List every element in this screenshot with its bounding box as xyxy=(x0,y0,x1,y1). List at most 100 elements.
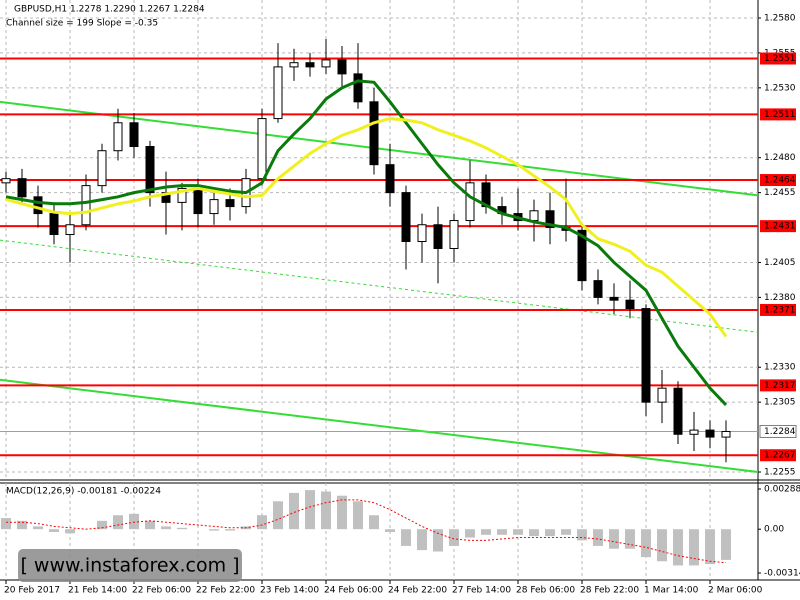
candle-body xyxy=(705,429,715,438)
macd-bar xyxy=(513,529,523,535)
candle-body xyxy=(353,73,363,103)
macd-bar xyxy=(161,526,171,530)
x-tick-label: 23 Feb 14:00 xyxy=(260,586,319,596)
macd-title: MACD(12,26,9) -0.00181 -0.00224 xyxy=(6,487,161,497)
macd-bar xyxy=(417,529,427,551)
macd-bar xyxy=(129,513,139,530)
watermark-box xyxy=(18,549,242,582)
level-label: 1.2431 xyxy=(764,222,796,232)
candle-body xyxy=(145,146,155,194)
candle-body xyxy=(17,178,27,198)
moving-average xyxy=(5,117,728,338)
candle-body xyxy=(209,199,219,215)
candle-body xyxy=(81,185,91,226)
x-tick-label: 24 Feb 22:00 xyxy=(388,586,447,596)
last-price-label: 1.2284 xyxy=(764,427,796,437)
trendline xyxy=(0,239,759,333)
candle-body xyxy=(321,59,331,68)
macd-bar xyxy=(449,529,459,546)
level-label-box xyxy=(760,220,796,233)
candle-body xyxy=(225,199,235,208)
macd-bar xyxy=(641,529,651,558)
macd-bar xyxy=(113,515,123,530)
candle-body xyxy=(97,150,107,187)
candle-body xyxy=(721,430,731,438)
macd-bar xyxy=(65,529,75,534)
level-label: 1.2371 xyxy=(764,305,796,315)
trendline xyxy=(0,378,759,473)
macd-bar xyxy=(273,501,283,530)
macd-bar xyxy=(145,520,155,530)
x-tick-label: 27 Feb 14:00 xyxy=(452,586,511,596)
macd-signal xyxy=(6,499,727,564)
macd-bar xyxy=(481,529,491,535)
y-tick-label: -0.00314 xyxy=(764,569,800,579)
candle-body xyxy=(529,210,539,222)
macd-bar xyxy=(593,529,603,546)
candle-body xyxy=(689,429,699,435)
macd-bar xyxy=(609,529,619,549)
level-label: 1.2511 xyxy=(764,110,796,120)
candle-body xyxy=(465,182,475,222)
candle-body xyxy=(65,224,75,236)
macd-bar xyxy=(97,520,107,530)
macd-bar xyxy=(657,529,667,562)
y-tick-label: 0.00288 xyxy=(764,485,800,495)
macd-bar xyxy=(337,495,347,530)
macd-bar xyxy=(209,529,219,531)
level-label-box xyxy=(760,174,796,187)
x-tick-label: 22 Feb 06:00 xyxy=(132,586,191,596)
candle-body xyxy=(401,192,411,243)
macd-bar xyxy=(529,529,539,537)
y-tick-label: 1.2330 xyxy=(764,363,796,373)
macd-bar xyxy=(545,529,555,537)
level-label-box xyxy=(760,52,796,65)
candle-body xyxy=(657,387,667,403)
x-tick-label: 2 Mar 06:00 xyxy=(708,586,763,596)
level-label-box xyxy=(760,108,796,121)
candle-body xyxy=(385,164,395,194)
candle-body xyxy=(177,187,187,203)
macd-bar xyxy=(1,518,11,530)
y-tick-label: 1.2380 xyxy=(764,293,796,303)
level-label-box xyxy=(760,379,796,392)
macd-bar xyxy=(385,529,395,532)
y-tick-label: 0.00 xyxy=(764,525,784,535)
candle-body xyxy=(129,122,139,148)
level-label: 1.2267 xyxy=(764,451,796,461)
macd-bar xyxy=(49,529,59,532)
candle-body xyxy=(625,299,635,310)
x-tick-label: 21 Feb 14:00 xyxy=(68,586,127,596)
macd-bar xyxy=(257,515,267,530)
macd-bar xyxy=(33,526,43,530)
candle-body xyxy=(49,213,59,236)
level-label-box xyxy=(760,303,796,316)
candle-body xyxy=(609,296,619,301)
candle-body xyxy=(577,229,587,282)
y-tick-label: 1.2480 xyxy=(764,153,796,163)
macd-bar xyxy=(561,529,571,535)
macd-bar xyxy=(625,529,635,549)
candle-body xyxy=(417,224,427,243)
candle-body xyxy=(305,62,315,68)
moving-average xyxy=(5,79,728,406)
macd-bar xyxy=(721,529,731,560)
y-tick-label: 1.2580 xyxy=(764,14,796,24)
candle-body xyxy=(289,62,299,68)
candle-body xyxy=(641,308,651,403)
macd-bar xyxy=(433,529,443,552)
chart-subtitle: Channel size = 199 Slope = -0.35 xyxy=(6,19,158,29)
candle-body xyxy=(257,118,267,180)
candle-body xyxy=(449,220,459,249)
candle-body xyxy=(337,59,347,75)
macd-bar xyxy=(401,529,411,546)
x-tick-label: 28 Feb 22:00 xyxy=(580,586,639,596)
candle-body xyxy=(433,224,443,249)
y-tick-label: 1.2405 xyxy=(764,258,796,268)
macd-bar xyxy=(305,490,315,530)
candle-body xyxy=(1,178,11,184)
macd-bar xyxy=(177,527,187,530)
y-tick-label: 1.2530 xyxy=(764,83,796,93)
